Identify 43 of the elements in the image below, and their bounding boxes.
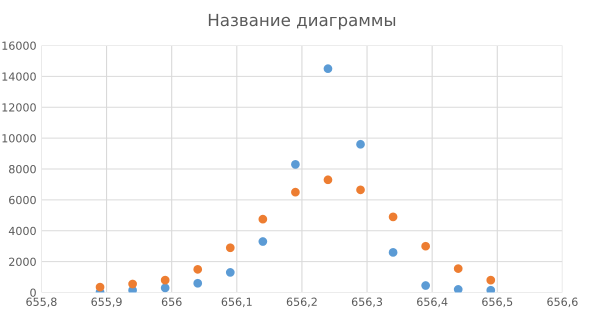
point — [388, 248, 398, 257]
x-tick-label: 656,3 — [352, 298, 382, 308]
y-tick-label: 6000 — [9, 196, 36, 204]
y-tick-label: 2000 — [9, 258, 36, 266]
y-tick-label: 4000 — [8, 226, 36, 236]
x-tick-label: 656,6 — [547, 298, 578, 308]
point — [421, 242, 430, 251]
point — [291, 160, 300, 169]
y-tick-label: 8000 — [9, 164, 36, 174]
point — [160, 284, 170, 292]
point — [291, 188, 300, 197]
point — [226, 268, 235, 277]
point — [454, 285, 463, 292]
chart-title: Название диаграммы — [208, 14, 396, 30]
point — [193, 264, 202, 274]
x-tick-label: 655,9 — [91, 298, 122, 308]
point — [160, 276, 170, 285]
point — [258, 237, 268, 246]
x-tick-label: 656,4 — [417, 298, 448, 308]
point — [324, 64, 332, 74]
x-tick-label: 655,8 — [26, 298, 57, 308]
point — [388, 212, 398, 222]
point — [324, 175, 332, 184]
y-tick-label: 14000 — [2, 72, 36, 81]
point — [486, 286, 496, 292]
point — [193, 278, 202, 288]
y-tick-label: 0 — [30, 288, 36, 297]
point — [454, 264, 463, 273]
y-tick-label: 10000 — [2, 134, 36, 143]
x-tick-label: 656,5 — [482, 298, 512, 308]
x-tick-label: 656,2 — [286, 298, 317, 308]
point — [356, 185, 365, 194]
point — [356, 140, 365, 149]
y-tick-label: 12000 — [2, 103, 36, 112]
point — [258, 214, 268, 224]
point — [421, 281, 430, 290]
point — [226, 243, 235, 252]
point — [128, 280, 137, 288]
point — [486, 276, 496, 285]
x-tick-label: 656,1 — [222, 298, 252, 308]
point — [96, 282, 104, 292]
y-tick-label: 16000 — [2, 41, 36, 50]
x-tick-label: 656 — [162, 298, 182, 306]
